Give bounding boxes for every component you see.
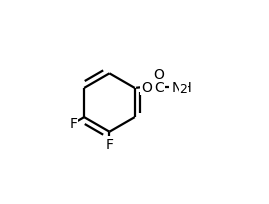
- Text: F: F: [105, 137, 114, 151]
- Text: 2: 2: [180, 83, 187, 96]
- Text: C: C: [154, 81, 164, 94]
- Text: NH: NH: [171, 81, 192, 94]
- Text: O: O: [141, 81, 152, 94]
- Text: O: O: [153, 68, 164, 82]
- Text: F: F: [69, 117, 77, 131]
